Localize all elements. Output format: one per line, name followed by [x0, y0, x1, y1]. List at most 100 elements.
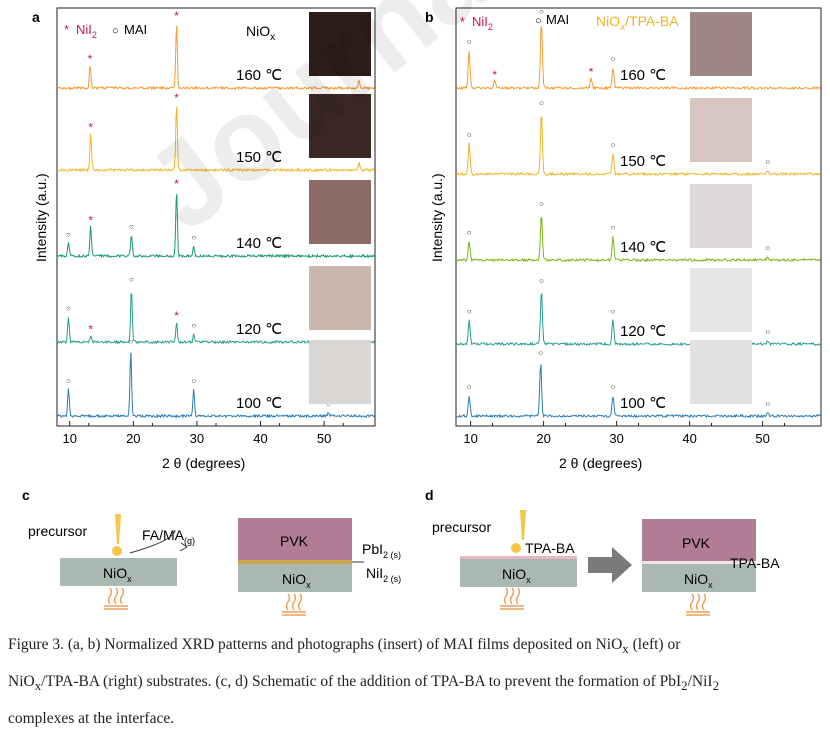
- niox-layer: [238, 564, 352, 592]
- gas-arrow-head: [179, 542, 188, 552]
- nii2-peak-marker: *: [589, 65, 594, 79]
- xrd-trace-line: [455, 292, 821, 347]
- mai-peak-marker: ○: [467, 383, 472, 392]
- xrd-trace-line: [56, 106, 375, 173]
- niox-label: NiOx: [282, 571, 311, 590]
- nii2-label: NiI2 (s): [366, 565, 401, 584]
- mai-legend-label: MAI: [546, 12, 569, 27]
- mai-peak-marker: ○: [611, 223, 616, 232]
- mai-peak-marker: ○: [129, 275, 134, 284]
- xrd-chart-niox-tpa: Intensity (a.u.) 2 θ (degrees) 10 20 30 40 5…: [429, 7, 822, 471]
- legend: * NiI2 ○ MAI NiOx: [64, 22, 275, 43]
- x-tick-label: 20: [536, 431, 550, 446]
- mai-peak-marker: ○: [611, 307, 616, 316]
- mai-peak-marker: ○: [539, 7, 544, 16]
- film-photo: [309, 340, 371, 404]
- nii2-peak-marker: *: [174, 91, 179, 105]
- y-axis-label: Intensity (a.u.): [429, 173, 445, 262]
- heater-icon: [282, 593, 306, 616]
- niox-label: NiOx: [684, 571, 713, 590]
- mai-peak-marker: ○: [326, 400, 331, 409]
- mai-circle-marker: ○: [112, 25, 119, 37]
- nii2-peak-marker: *: [88, 322, 93, 336]
- heater-icon: [500, 587, 524, 610]
- x-tick-label: 30: [190, 431, 204, 446]
- nii2-star-marker: *: [460, 14, 465, 29]
- temperature-label: 150 ℃: [236, 149, 282, 166]
- film-photo: [309, 94, 371, 158]
- xrd-trace-line: [56, 193, 375, 259]
- nii2-peak-marker: *: [174, 9, 179, 23]
- schematic-d: precursor TPA-BA NiOx PVK NiOx TPA-BA: [432, 510, 780, 616]
- pvk-label: PVK: [280, 533, 309, 549]
- figure-3: a b c d Intensity (a.u.) 2 θ (degrees) 1…: [22, 7, 822, 616]
- substrate-label: NiOx: [246, 23, 275, 43]
- pvk-layer: [238, 518, 352, 560]
- film-photo: [690, 340, 752, 404]
- temperature-label: 140 ℃: [620, 239, 666, 256]
- arrow-right-icon: [588, 547, 632, 583]
- precursor-label: precursor: [28, 523, 87, 539]
- niox-label: NiOx: [502, 566, 531, 585]
- x-tick-label: 10: [463, 431, 477, 446]
- film-photo: [690, 184, 752, 248]
- temperature-label: 140 ℃: [236, 235, 282, 252]
- schematic-c: precursor FA/MA(g) NiOx PVK NiOx PbI2 (s…: [28, 514, 401, 616]
- panel-label-d: d: [425, 487, 434, 503]
- xrd-chart-niox: Intensity (a.u.) 2 θ (degrees) 10 20 30 40 5…: [33, 7, 376, 471]
- mai-peak-marker: ○: [539, 277, 544, 286]
- film-photo: [690, 12, 752, 76]
- pbi2-label: PbI2 (s): [362, 541, 401, 560]
- mai-peak-marker: ○: [66, 230, 71, 239]
- temperature-label: 120 ℃: [236, 321, 282, 338]
- gas-label: FA/MA(g): [142, 527, 195, 546]
- mai-peak-marker: ○: [128, 337, 133, 346]
- mai-legend-label: MAI: [124, 22, 147, 37]
- xrd-trace-line: [455, 364, 821, 419]
- xrd-trace-line: [455, 26, 821, 91]
- nii2-peak-marker: *: [88, 52, 93, 66]
- nii2-peak-marker: *: [492, 68, 497, 82]
- heater-icon: [104, 587, 128, 610]
- heater-icon: [686, 593, 710, 616]
- mai-peak-marker: ○: [765, 400, 770, 409]
- niox-layer: [460, 559, 577, 587]
- niox-layer: [642, 564, 756, 592]
- mai-peak-marker: ○: [129, 222, 134, 231]
- precursor-label: precursor: [432, 519, 491, 535]
- temperature-label: 160 ℃: [620, 67, 666, 84]
- x-tick-label: 50: [755, 431, 769, 446]
- xrd-trace-line: [455, 116, 821, 177]
- droplet-icon: [112, 546, 122, 556]
- nii2-legend-label: NiI2: [76, 22, 97, 40]
- film-photo: [309, 180, 371, 244]
- mai-circle-marker: ○: [535, 15, 542, 27]
- mai-peak-marker: ○: [191, 377, 196, 386]
- x-tick-label: 10: [62, 431, 76, 446]
- pipette-icon: [520, 510, 526, 540]
- mai-peak-marker: ○: [538, 349, 543, 358]
- pvk-label: PVK: [682, 535, 711, 551]
- niox-label: NiOx: [103, 565, 132, 584]
- temperature-label: 100 ℃: [620, 395, 666, 412]
- legend: * NiI2 ○ MAI NiOx/TPA-BA: [460, 12, 679, 33]
- mai-peak-marker: ○: [66, 304, 71, 313]
- mai-peak-marker: ○: [765, 328, 770, 337]
- temperature-label: 150 ℃: [620, 153, 666, 170]
- panel-label-c: c: [22, 487, 30, 503]
- mai-peak-marker: ○: [611, 383, 616, 392]
- pbi2-interlayer: [238, 560, 352, 564]
- film-photo: [690, 268, 752, 332]
- nii2-star-marker: *: [64, 22, 69, 37]
- gas-arrow: [129, 529, 176, 554]
- x-axis-label: 2 θ (degrees): [559, 455, 642, 471]
- nii2-peak-marker: *: [174, 177, 179, 191]
- tpa-label: TPA-BA: [525, 540, 575, 556]
- tpa-layer: [642, 561, 756, 564]
- y-axis-label: Intensity (a.u.): [33, 173, 49, 262]
- mai-peak-marker: ○: [539, 199, 544, 208]
- x-tick-label: 20: [126, 431, 140, 446]
- pvk-layer: [642, 519, 756, 561]
- mai-peak-marker: ○: [467, 130, 472, 139]
- x-tick-label: 40: [682, 431, 696, 446]
